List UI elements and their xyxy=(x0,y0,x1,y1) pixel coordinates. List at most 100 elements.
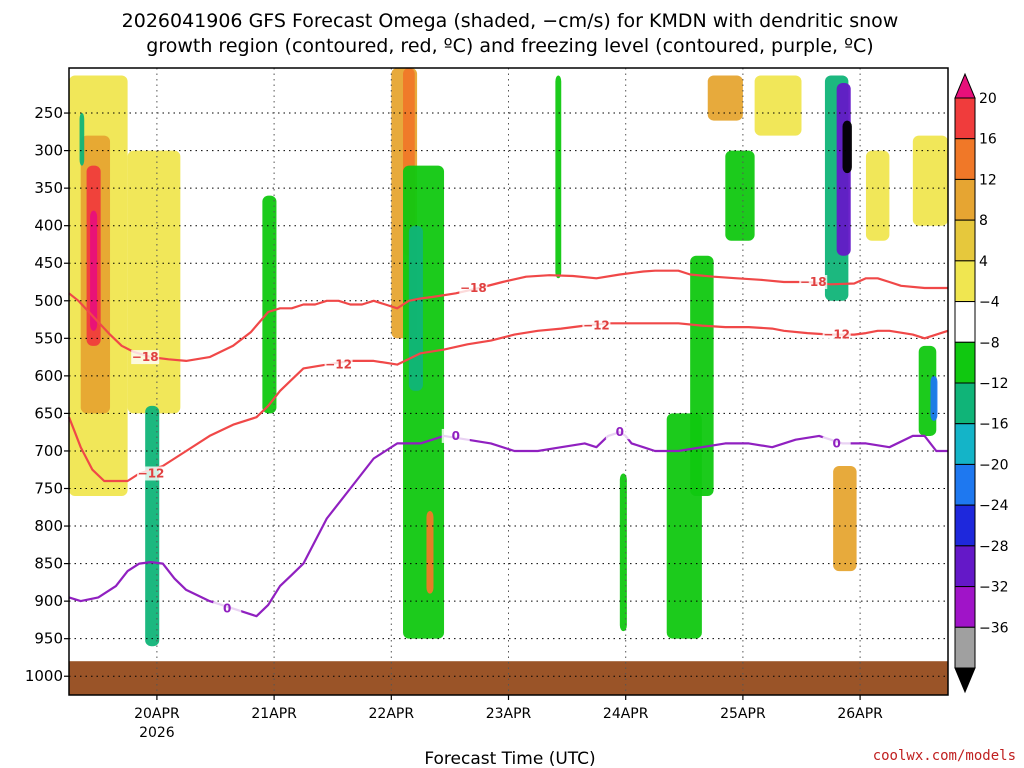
contour-label-bg-0-2 xyxy=(605,425,634,440)
contour-label-0-2: 0 xyxy=(616,425,624,439)
contour-label-bg--18-2 xyxy=(799,275,828,290)
omega-region-7 xyxy=(262,195,277,414)
colorbar-segment-5 xyxy=(954,260,976,303)
contour-label-0-0: 0 xyxy=(223,602,231,616)
contour-label-bg-0-3 xyxy=(822,436,851,451)
colorbar-segment-11 xyxy=(954,504,976,547)
omega-region-17 xyxy=(725,150,755,241)
y-tick-label-400: 400 xyxy=(34,217,63,235)
y-tick-label-700: 700 xyxy=(34,442,63,460)
colorbar-label-12: −32 xyxy=(979,580,1009,596)
y-tick-label-950: 950 xyxy=(34,630,63,648)
colorbar-segment-7 xyxy=(954,341,976,384)
colorbar-segment-12 xyxy=(954,545,976,588)
contour--18 xyxy=(68,269,948,362)
colorbar-segment-3 xyxy=(954,178,976,221)
omega-region-24 xyxy=(865,150,890,241)
omega-region-13 xyxy=(555,75,562,279)
contour-label-bg--18-0 xyxy=(131,350,160,365)
colorbar-label-7: −12 xyxy=(979,376,1009,392)
contour-label--18-1: −18 xyxy=(460,281,487,295)
omega-region-5 xyxy=(127,150,181,414)
colorbar-segment-10 xyxy=(954,463,976,506)
omega-region-4 xyxy=(79,113,85,166)
omega-region-3 xyxy=(90,210,98,331)
x-tick-label-25APR: 25APR xyxy=(720,706,766,722)
colorbar-segment-2 xyxy=(954,138,976,180)
colorbar-label-6: −8 xyxy=(979,335,1000,351)
y-axis-ticks: 250 300 350 400 450 500 550 600 650 700 750 800 850 9… xyxy=(25,104,69,685)
y-tick-label-550: 550 xyxy=(34,329,63,347)
y-tick-label-800: 800 xyxy=(34,517,63,535)
contour-label-bg-0-1 xyxy=(441,428,470,443)
colorbar-label-3: 8 xyxy=(979,213,988,229)
x-tick-label-24APR: 24APR xyxy=(603,706,649,722)
contour-label-bg--12-3 xyxy=(822,327,851,342)
y-tick-label-250: 250 xyxy=(34,104,63,122)
contour-label-bg--12-1 xyxy=(324,357,353,372)
omega-region-27 xyxy=(930,375,938,421)
colorbar-label-8: −16 xyxy=(979,417,1009,433)
x-tick-label-23APR: 23APR xyxy=(486,706,532,722)
colorbar-label-11: −28 xyxy=(979,539,1009,555)
contour-label--18-0: −18 xyxy=(132,350,159,364)
chart-title-line1: 2026041906 GFS Forecast Omega (shaded, −… xyxy=(122,10,899,32)
contour-label-0-3: 0 xyxy=(832,436,840,450)
colorbar-label-9: −20 xyxy=(979,457,1009,473)
omega-region-11 xyxy=(408,225,423,391)
contour-label-bg--12-2 xyxy=(582,318,611,333)
contour-label-0-1: 0 xyxy=(452,429,460,443)
colorbar-label-13: −36 xyxy=(979,620,1009,636)
omega-region-12 xyxy=(426,511,434,594)
omega-region-14 xyxy=(619,473,627,632)
colorbar-label-4: 4 xyxy=(979,254,988,270)
colorbar-segment-4 xyxy=(954,219,976,262)
colorbar-label-1: 16 xyxy=(979,132,997,148)
omega-region-19 xyxy=(754,75,802,136)
y-tick-label-900: 900 xyxy=(34,592,63,610)
contour-label--18-2: −18 xyxy=(800,275,827,289)
y-tick-label-350: 350 xyxy=(34,179,63,197)
omega-region-18 xyxy=(707,75,743,121)
contour-label-bg--12-0 xyxy=(137,466,166,481)
contour-label--12-1: −12 xyxy=(325,358,352,372)
colorbar-segment-14 xyxy=(954,626,976,669)
x-tick-label-21APR: 21APR xyxy=(251,706,297,722)
colorbar-segment-8 xyxy=(954,382,976,425)
ground-fill xyxy=(69,661,948,695)
colorbar-segment-6 xyxy=(954,301,976,343)
omega-region-25 xyxy=(912,135,948,226)
contour-label-bg--18-1 xyxy=(459,281,488,296)
x-year-label: 2026 xyxy=(139,725,175,741)
x-axis-label: Forecast Time (UTC) xyxy=(424,749,595,768)
x-tick-label-22APR: 22APR xyxy=(369,706,415,722)
x-tick-label-26APR: 26APR xyxy=(837,706,883,722)
contour-label--12-3: −12 xyxy=(823,328,850,342)
y-tick-label-300: 300 xyxy=(34,142,63,160)
colorbar-segment-1 xyxy=(954,97,976,140)
contour-0 xyxy=(68,431,948,618)
chart-title-line2: growth region (contoured, red, ºC) and f… xyxy=(146,35,873,57)
colorbar: 20 16 12 8 4 −4 −8 −12 −16 −20 −24 −28 −32 −36 xyxy=(954,72,1009,694)
x-tick-label-20APR: 20APR xyxy=(134,706,180,722)
contour-label--12-2: −12 xyxy=(583,319,610,333)
colorbar-label-0: 20 xyxy=(979,91,997,107)
y-tick-label-650: 650 xyxy=(34,404,63,422)
colorbar-top-arrow xyxy=(954,72,976,99)
y-tick-label-600: 600 xyxy=(34,367,63,385)
colorbar-segment-13 xyxy=(954,586,976,628)
y-tick-label-850: 850 xyxy=(34,555,63,573)
credit-text: coolwx.com/models xyxy=(873,748,1016,764)
y-tick-label-750: 750 xyxy=(34,480,63,498)
y-tick-label-450: 450 xyxy=(34,254,63,272)
y-tick-label-500: 500 xyxy=(34,292,63,310)
colorbar-label-2: 12 xyxy=(979,172,997,188)
contour-label--12-0: −12 xyxy=(138,466,165,480)
colorbar-segment-9 xyxy=(954,423,976,465)
x-axis-ticks: 20APR 2026 21APR 22APR 23APR 24APR 25APR 26APR xyxy=(134,695,883,741)
y-tick-label-1000: 1000 xyxy=(25,667,63,685)
colorbar-bottom-arrow xyxy=(954,667,976,694)
omega-region-22 xyxy=(842,120,852,174)
colorbar-label-10: −24 xyxy=(979,498,1009,514)
